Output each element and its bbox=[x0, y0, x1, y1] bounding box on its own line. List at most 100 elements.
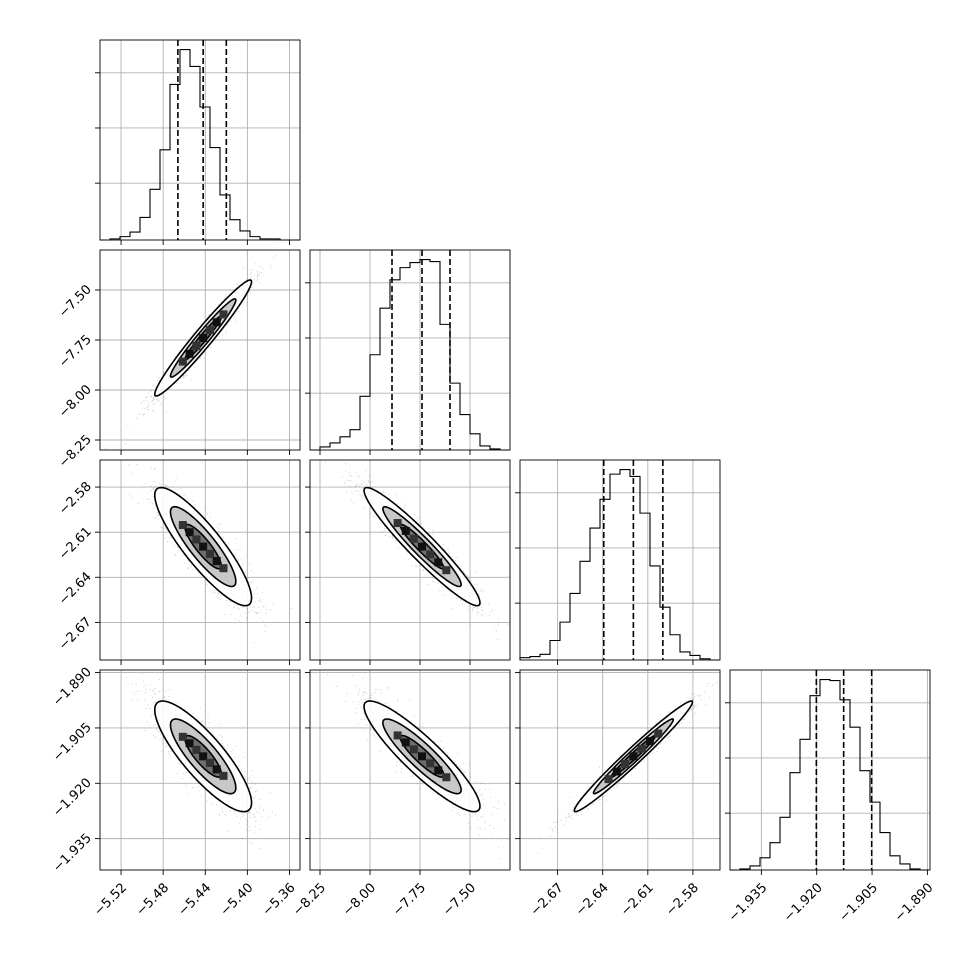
hist-panel-p1 bbox=[305, 249, 511, 451]
y-tick-label-p2: −2.58 bbox=[56, 479, 95, 518]
x-tick-label-p0: −5.52 bbox=[91, 880, 130, 919]
y-tick-label-p1: −8.25 bbox=[56, 432, 95, 471]
density-core-cell bbox=[426, 759, 435, 768]
scatter-panel-p0-p2 bbox=[99, 459, 301, 661]
density-core-cell bbox=[178, 521, 187, 530]
density-core-cell bbox=[185, 528, 194, 537]
density-core-cell bbox=[205, 326, 214, 335]
x-tick-label-p2: −2.61 bbox=[618, 880, 657, 919]
density-core-cell bbox=[192, 535, 201, 544]
density-core-cell bbox=[192, 341, 201, 350]
density-core-cell bbox=[654, 729, 663, 738]
density-core-cell bbox=[434, 766, 443, 775]
histogram-p0 bbox=[100, 48, 300, 241]
density-core-cell bbox=[409, 745, 418, 754]
panel-frame bbox=[309, 459, 511, 661]
density-core-cell bbox=[205, 549, 214, 558]
y-tick-label-p3: −1.920 bbox=[50, 776, 95, 821]
x-tick-label-p3: −1.905 bbox=[836, 880, 881, 925]
density-core-cell bbox=[219, 310, 228, 319]
x-tick-label-p1: −7.75 bbox=[390, 880, 429, 919]
density-core-cell bbox=[426, 550, 435, 559]
density-core-cell bbox=[199, 542, 208, 551]
scatter-panel-p1-p3 bbox=[309, 669, 511, 871]
hist-panel-p0 bbox=[95, 39, 301, 241]
panel-content bbox=[128, 464, 292, 643]
density-core-cell bbox=[178, 357, 187, 366]
panel-frame bbox=[729, 669, 931, 871]
x-tick-label-p1: −7.50 bbox=[440, 880, 479, 919]
density-core-cell bbox=[604, 775, 613, 784]
density-core-cell bbox=[418, 542, 426, 551]
x-tick-label-p0: −5.40 bbox=[218, 880, 257, 919]
x-tick-label-p0: −5.44 bbox=[176, 880, 215, 919]
density-core-cell bbox=[212, 557, 221, 566]
y-tick-label-p2: −2.64 bbox=[56, 570, 95, 609]
scatter-panel-p2-p3 bbox=[519, 669, 721, 871]
scatter-panel-p1-p2 bbox=[309, 459, 511, 661]
density-core-cell bbox=[219, 771, 228, 780]
density-core-cell bbox=[621, 759, 630, 768]
panel-frame bbox=[519, 669, 721, 871]
density-core-cell bbox=[645, 737, 654, 746]
panel-frame bbox=[99, 669, 301, 871]
density-core-cell bbox=[185, 739, 194, 748]
density-core-cell bbox=[199, 334, 208, 342]
panel-content bbox=[325, 461, 509, 640]
y-tick-label-p3: −1.890 bbox=[50, 665, 95, 710]
density-core-cell bbox=[212, 318, 221, 327]
histogram-p3 bbox=[730, 678, 930, 871]
panel-content bbox=[125, 673, 276, 849]
x-tick-label-p2: −2.64 bbox=[573, 880, 612, 919]
panel-content bbox=[327, 674, 506, 860]
x-tick-label-p0: −5.48 bbox=[133, 880, 172, 919]
y-tick-label-p1: −7.75 bbox=[56, 332, 95, 371]
density-core-cell bbox=[612, 767, 621, 776]
density-core-cell bbox=[205, 758, 214, 767]
density-core-cell bbox=[219, 564, 228, 573]
y-tick-label-p3: −1.935 bbox=[50, 831, 95, 876]
density-core-cell bbox=[212, 765, 221, 774]
panel-frame bbox=[99, 459, 301, 661]
y-tick-label-p1: −7.50 bbox=[56, 282, 95, 321]
density-core-cell bbox=[178, 732, 187, 741]
density-core-cell bbox=[409, 534, 418, 543]
density-core-cell bbox=[637, 744, 646, 753]
x-tick-label-p2: −2.58 bbox=[663, 880, 702, 919]
x-tick-label-p1: −8.00 bbox=[340, 880, 379, 919]
density-core-cell bbox=[393, 519, 402, 528]
density-core-cell bbox=[393, 731, 402, 740]
y-tick-label-p3: −1.905 bbox=[50, 720, 95, 765]
density-core-cell bbox=[192, 745, 201, 754]
density-core-cell bbox=[401, 738, 410, 747]
density-core-cell bbox=[629, 752, 638, 761]
histogram-p2 bbox=[519, 468, 720, 661]
panel-frame bbox=[99, 39, 301, 241]
x-tick-label-p0: −5.36 bbox=[260, 880, 299, 919]
density-core-cell bbox=[442, 773, 451, 782]
y-tick-label-p2: −2.67 bbox=[56, 615, 95, 654]
hist-panel-p2 bbox=[515, 459, 721, 661]
density-core-cell bbox=[418, 752, 426, 761]
scatter-panel-p0-p1 bbox=[99, 249, 301, 451]
x-tick-label-p3: −1.920 bbox=[781, 880, 826, 925]
panel-content bbox=[537, 681, 718, 854]
density-core-cell bbox=[442, 566, 451, 575]
panel-frame bbox=[519, 459, 721, 661]
x-tick-label-p1: −8.25 bbox=[290, 880, 329, 919]
y-tick-label-p1: −8.00 bbox=[56, 382, 95, 421]
x-tick-label-p3: −1.935 bbox=[726, 880, 771, 925]
panel-frame bbox=[309, 249, 511, 451]
density-core-cell bbox=[401, 526, 410, 535]
panel-content bbox=[105, 254, 277, 450]
x-tick-label-p2: −2.67 bbox=[528, 880, 567, 919]
density-core-cell bbox=[434, 558, 443, 567]
y-tick-label-p2: −2.61 bbox=[56, 524, 95, 563]
panel-frame bbox=[309, 669, 511, 871]
x-tick-label-p3: −1.890 bbox=[892, 880, 937, 925]
scatter-panel-p0-p3 bbox=[99, 669, 301, 871]
density-core-cell bbox=[199, 752, 208, 761]
density-core-cell bbox=[185, 349, 194, 358]
histogram-p1 bbox=[310, 258, 510, 451]
